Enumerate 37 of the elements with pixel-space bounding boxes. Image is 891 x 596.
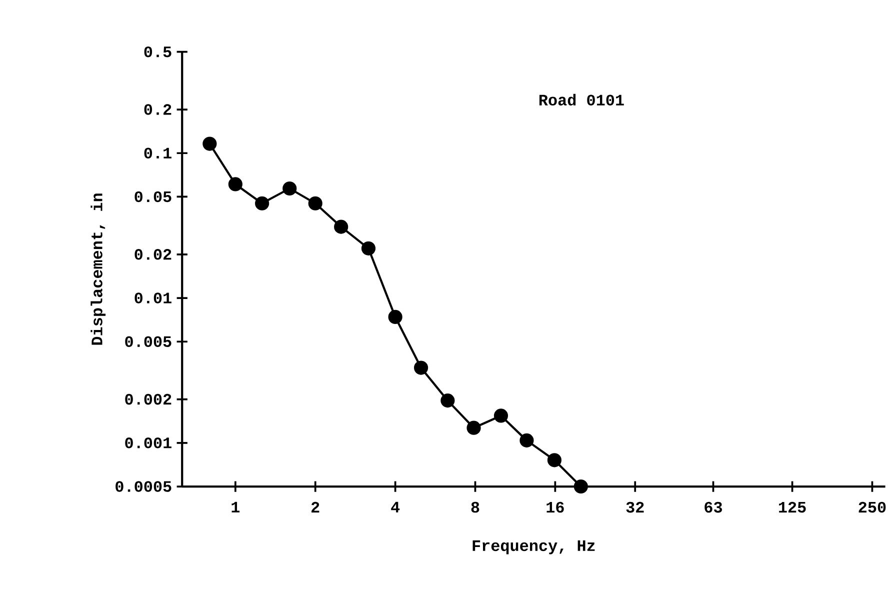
x-axis-title: Frequency, Hz [472, 540, 595, 554]
y-tick-label: 0.005 [125, 336, 172, 348]
y-tick-label: 0.02 [134, 249, 172, 260]
point [228, 177, 242, 192]
point [308, 196, 322, 211]
point [282, 182, 297, 196]
point [255, 196, 270, 211]
x-tick-label: 32 [626, 502, 644, 513]
point [547, 453, 562, 468]
x-tick-label: 2 [312, 502, 320, 513]
point [466, 421, 481, 436]
point [440, 394, 455, 408]
text: Road 0101 [539, 94, 624, 106]
x-tick-label: 63 [704, 502, 722, 513]
y-tick-label: 0.01 [134, 292, 172, 304]
y-tick-label: 0.5 [144, 46, 172, 58]
x-tick-label: 250 [858, 502, 886, 513]
point [494, 408, 508, 424]
x-tick-label: 1 [232, 502, 240, 513]
x-tick-label: 8 [471, 502, 480, 513]
point [574, 480, 588, 494]
x-tick-label: 4 [391, 502, 400, 513]
y-tick-label: 0.1 [144, 148, 172, 159]
point [334, 220, 348, 234]
point [520, 434, 534, 448]
point [202, 136, 217, 152]
y-tick-label: 0.05 [134, 192, 172, 202]
y-axis-title: Displacement, in [90, 194, 106, 345]
x-tick-label: 125 [778, 502, 806, 513]
y-tick-label: 0.001 [125, 438, 172, 449]
point [361, 242, 376, 256]
y-tick-label: 0.2 [144, 104, 172, 116]
y-tick-label: 0.0005 [116, 481, 172, 492]
y-tick-label: 0.002 [125, 394, 172, 405]
x-tick-label: 16 [546, 502, 564, 513]
point [414, 360, 428, 376]
point [388, 310, 402, 324]
